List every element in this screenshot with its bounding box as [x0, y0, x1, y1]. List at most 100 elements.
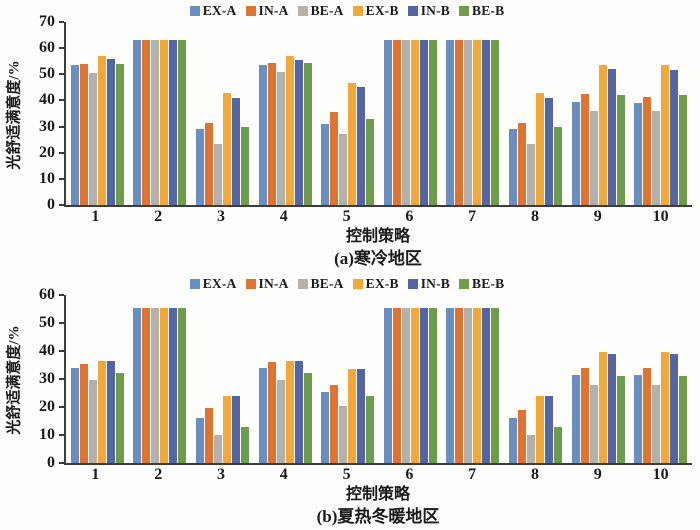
bar-BE-B-7 [491, 40, 500, 205]
bar-BE-B-6 [428, 307, 437, 463]
y-tick-label-50: 50 [39, 65, 55, 83]
legend-label-EX-B: EX-B [365, 276, 399, 291]
x-axis-labels-b: 1 2 3 4 5 6 7 8 9 10 [64, 465, 692, 485]
bar-EX-A-8 [508, 418, 517, 463]
y-tick-mark-40 [59, 99, 64, 102]
legend-swatch-EX-A [189, 279, 200, 289]
x-tick-label-7: 7 [468, 208, 477, 225]
y-tick-label-50: 50 [39, 314, 55, 331]
bar-EX-B-6 [410, 307, 419, 463]
bar-EX-A-1 [70, 367, 79, 463]
y-tick-label-40: 40 [39, 91, 55, 109]
bar-group-6 [379, 22, 442, 205]
y-tick-mark-10 [59, 434, 64, 436]
bar-EX-A-7 [446, 40, 455, 205]
legend-item-IN-B: IN-B [407, 276, 450, 292]
bar-BE-B-9 [616, 376, 625, 463]
bar-BE-A-6 [401, 40, 410, 205]
bar-IN-B-8 [544, 395, 553, 463]
bar-BE-A-1 [88, 73, 97, 205]
bar-EX-A-5 [321, 124, 330, 205]
legend-swatch-BE-B [459, 279, 469, 289]
bar-EX-A-4 [258, 367, 267, 463]
y-tick-label-30: 30 [39, 370, 55, 387]
bar-EX-B-4 [285, 360, 294, 463]
legend-b: EX-A IN-A BE-A EX-B IN-B BE-B [2, 275, 692, 293]
bar-BE-A-3 [213, 435, 222, 463]
x-tick-label-6: 6 [405, 208, 414, 225]
legend-swatch-IN-B [407, 6, 418, 16]
y-tick-mark-60 [59, 47, 64, 50]
bar-BE-B-3 [240, 426, 249, 463]
bar-BE-A-1 [88, 380, 97, 463]
bar-EX-B-8 [535, 395, 544, 463]
bar-EX-B-7 [473, 307, 482, 463]
y-tick-label-60: 60 [39, 286, 55, 303]
bar-EX-B-1 [97, 56, 106, 205]
y-tick-mark-60 [59, 294, 64, 296]
bar-BE-A-2 [151, 40, 160, 205]
bar-EX-B-3 [222, 92, 231, 205]
x-axis-title-b: 控制策略 [345, 486, 410, 503]
bar-IN-B-3 [231, 395, 240, 463]
bar-EX-A-10 [634, 103, 643, 205]
legend-label-IN-B: IN-B [420, 3, 450, 18]
legend-item-IN-B: IN-B [407, 3, 450, 19]
legend-a: EX-A IN-A BE-A EX-B IN-B BE-B [2, 2, 692, 20]
bar-group-3 [191, 295, 254, 463]
x-tick-label-10: 10 [652, 466, 669, 483]
y-tick-mark-20 [59, 406, 64, 408]
y-tick-label-10: 10 [39, 169, 55, 187]
y-tick-mark-10 [59, 177, 64, 180]
bar-IN-B-2 [169, 40, 178, 205]
bar-BE-A-8 [526, 143, 535, 205]
bar-group-10 [629, 295, 692, 463]
legend-item-EX-A: EX-A [189, 276, 237, 292]
bar-IN-A-1 [79, 63, 88, 205]
bar-IN-B-1 [106, 58, 115, 205]
bar-group-5 [316, 22, 379, 205]
bar-BE-A-10 [652, 110, 661, 205]
bar-BE-A-5 [339, 405, 348, 463]
x-tick-label-8: 8 [530, 208, 539, 225]
bar-IN-A-5 [330, 112, 339, 205]
legend-item-EX-B: EX-B [352, 3, 399, 19]
y-tick-label-60: 60 [39, 39, 55, 57]
legend-label-EX-A: EX-A [202, 3, 237, 18]
chart-hot-summer-warm-winter-region: EX-A IN-A BE-A EX-B IN-B BE-B 光舒适满意度/% 0 10 20 3… [2, 275, 692, 529]
bar-EX-B-9 [598, 352, 607, 463]
bar-IN-B-5 [357, 369, 366, 463]
bar-EX-B-8 [535, 92, 544, 205]
bar-EX-A-3 [195, 129, 204, 205]
x-tick-label-5: 5 [342, 466, 351, 483]
bar-EX-A-2 [133, 40, 142, 205]
y-tick-mark-0 [59, 462, 64, 464]
legend-swatch-IN-A [245, 6, 256, 16]
bar-BE-A-7 [464, 307, 473, 463]
legend-swatch-BE-B [459, 6, 469, 16]
bar-IN-B-6 [419, 307, 428, 463]
bar-EX-A-1 [70, 65, 79, 205]
y-tick-mark-20 [59, 151, 64, 154]
chart-caption-b: (b)夏热冬暖地区 [316, 507, 440, 526]
bar-BE-B-1 [115, 63, 124, 205]
bar-BE-B-2 [178, 307, 187, 463]
bar-group-10 [629, 22, 692, 205]
legend-label-BE-B: BE-B [472, 276, 505, 291]
legend-item-BE-A: BE-A [297, 276, 344, 292]
bar-BE-A-8 [526, 435, 535, 463]
bar-BE-B-8 [553, 126, 562, 205]
bar-IN-A-5 [330, 384, 339, 463]
bar-EX-A-3 [195, 418, 204, 463]
bar-group-8 [504, 22, 567, 205]
legend-label-BE-A: BE-A [310, 276, 344, 291]
legend-label-BE-A: BE-A [310, 3, 344, 18]
legend-label-EX-A: EX-A [202, 276, 237, 291]
bar-IN-A-3 [204, 408, 213, 463]
bar-IN-A-8 [517, 122, 526, 205]
legend-item-IN-A: IN-A [245, 276, 289, 292]
bar-EX-B-4 [285, 56, 294, 205]
bar-BE-A-4 [276, 71, 285, 205]
y-tick-label-10: 10 [39, 426, 55, 443]
y-tick-mark-40 [59, 350, 64, 352]
